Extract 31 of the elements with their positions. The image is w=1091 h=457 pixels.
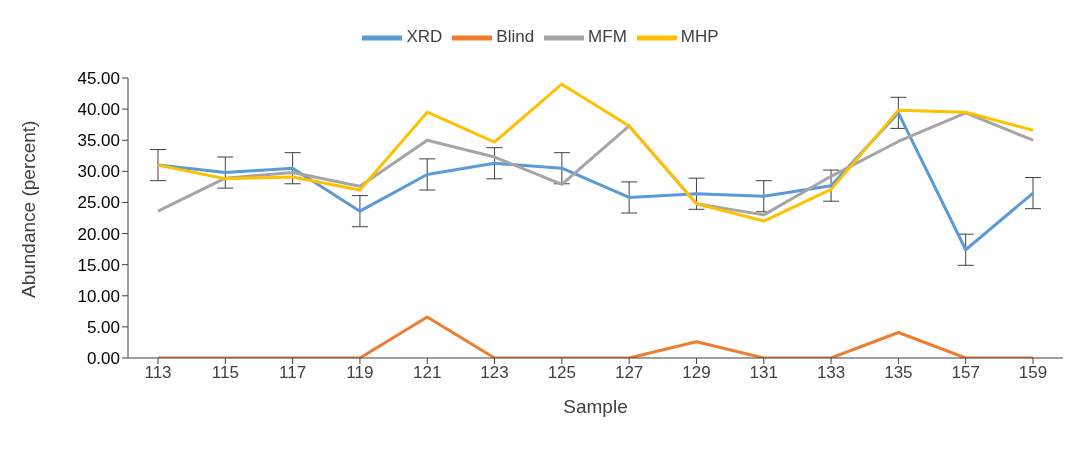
y-tick-label: 40.00 bbox=[77, 100, 120, 120]
x-tick-label: 125 bbox=[547, 363, 577, 383]
y-tick-label: 0.00 bbox=[86, 349, 120, 369]
x-tick-label: 129 bbox=[682, 363, 711, 383]
x-tick-label: 123 bbox=[480, 363, 509, 383]
y-tick-label: 5.00 bbox=[86, 317, 120, 337]
legend-label: MHP bbox=[680, 27, 719, 47]
x-tick-label: 127 bbox=[614, 363, 644, 383]
line-series bbox=[156, 82, 1035, 223]
y-tick-label: 30.00 bbox=[77, 162, 120, 182]
x-tick-label: 159 bbox=[1018, 363, 1048, 383]
y-tick-label: 45.00 bbox=[77, 69, 120, 89]
y-tick-label: 10.00 bbox=[77, 286, 120, 306]
x-tick-label: 119 bbox=[346, 363, 374, 383]
x-tick-label: 133 bbox=[816, 363, 846, 383]
x-tick-label: 135 bbox=[884, 363, 913, 383]
x-tick-label: 117 bbox=[279, 363, 307, 383]
legend-label: MFM bbox=[588, 27, 627, 47]
x-tick-label: 121 bbox=[413, 363, 442, 383]
legend-label: Blind bbox=[496, 27, 535, 47]
y-tick-label: 20.00 bbox=[77, 224, 120, 244]
x-axis-title: Sample bbox=[563, 396, 628, 417]
y-tick-label: 25.00 bbox=[77, 193, 120, 213]
y-tick-label: 15.00 bbox=[77, 255, 120, 275]
y-tick-label: 35.00 bbox=[77, 131, 120, 151]
x-tick-label: 157 bbox=[951, 363, 980, 383]
legend-label: XRD bbox=[406, 27, 443, 47]
x-tick-label: 115 bbox=[211, 363, 239, 383]
y-axis-title: Abundance (percent) bbox=[17, 120, 39, 298]
x-tick-label: 131 bbox=[749, 363, 778, 383]
x-tick-label: 113 bbox=[144, 363, 172, 383]
